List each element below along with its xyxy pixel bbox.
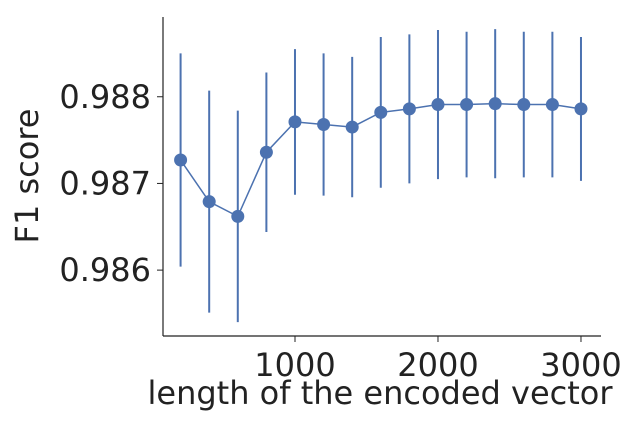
data-point [374, 105, 388, 119]
y-tick-label: 0.988 [59, 78, 151, 116]
data-point [517, 98, 531, 112]
data-point [345, 120, 359, 134]
data-point [488, 97, 502, 111]
y-axis-label: F1 score [8, 109, 46, 244]
data-point [288, 115, 302, 129]
data-point [202, 195, 216, 209]
x-tick-label: 2000 [397, 346, 478, 384]
data-point [402, 102, 416, 116]
y-tick-label: 0.987 [59, 164, 151, 202]
data-point [317, 117, 331, 131]
data-point [431, 98, 445, 112]
x-tick-label: 1000 [254, 346, 335, 384]
data-point [174, 153, 188, 167]
data-point [231, 209, 245, 223]
x-axis-label: length of the encoded vector [148, 374, 614, 412]
x-tick-label: 3000 [540, 346, 621, 384]
data-point [574, 102, 588, 116]
y-tick-label: 0.986 [59, 251, 151, 289]
data-point [259, 145, 273, 159]
data-point [460, 98, 474, 112]
data-point [545, 98, 559, 112]
